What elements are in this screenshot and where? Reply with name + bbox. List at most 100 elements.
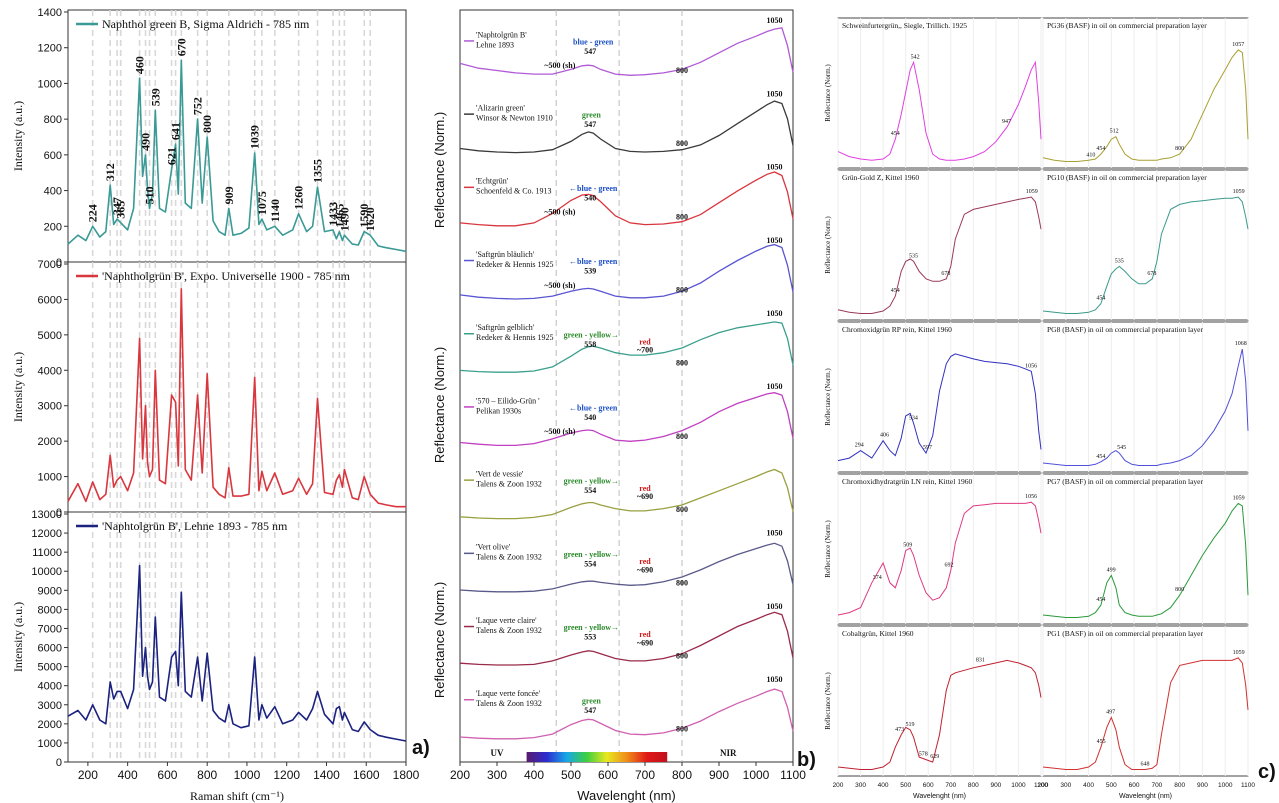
peak-label: 1433: [326, 202, 340, 226]
spectrum-source: Lehne 1893: [476, 40, 514, 49]
spectrum-annotation: 554: [584, 486, 596, 495]
peak-label: 670: [174, 38, 188, 56]
spectrum-name: '570 – Eilido-Grün ': [476, 396, 540, 405]
x-tick-label: 600: [923, 782, 934, 789]
spectrum-annotation: green - yellow→: [564, 330, 619, 339]
reflectance-line: [837, 659, 1042, 770]
y-tick-label: 5000: [38, 330, 62, 342]
y-tick-label: 1200: [38, 43, 62, 55]
y-tick-label: 1400: [38, 7, 62, 19]
x-tick-label: 700: [1151, 782, 1162, 789]
spectrum-annotation: blue - green: [573, 37, 614, 46]
peak-annotation: 454: [891, 288, 900, 294]
spectrum-annotation: green - yellow→: [564, 623, 619, 632]
peak-label: 641: [169, 122, 183, 140]
spectrum-name: 'Laque verte claire': [476, 616, 537, 625]
peak-label: 1075: [255, 191, 269, 215]
x-tick-label: 900: [709, 768, 729, 782]
peak-label: 752: [191, 97, 205, 115]
raman-series-line: [67, 59, 407, 253]
peak-annotation: 410: [1086, 152, 1095, 158]
peak-label: 539: [148, 88, 162, 106]
spectrum-annotation: 1050: [767, 675, 783, 684]
spectrum-name: 'Laque verte foncée': [476, 689, 541, 698]
subplot-frame: [67, 9, 407, 263]
peak-annotation: 374: [873, 575, 882, 581]
spectrum-source: Schoenfeld & Co. 1913: [476, 187, 552, 196]
subpanel-title: Chromoxidgrün RP rein, Kittel 1960: [842, 325, 952, 334]
subpanel-title: PG7 (BASF) in oil on commercial preparat…: [1047, 477, 1204, 486]
y-tick-label: 9000: [38, 585, 62, 597]
peak-label: 1039: [248, 125, 262, 149]
subpanel-frame: [837, 321, 1042, 473]
y-axis-label: Reflectance (Norm.): [824, 520, 832, 578]
x-tick-label: 900: [990, 782, 1001, 789]
spectrum-name: 'Naphtolgrün B': [476, 30, 527, 39]
y-axis-label: Reflectance (Norm.): [824, 64, 832, 122]
legend-label: Naphthol green B, Sigma Aldrich - 785 nm: [102, 17, 310, 31]
y-tick-label: 3000: [38, 700, 62, 712]
y-axis-label: Intensity (a.u.): [11, 602, 25, 672]
subpanel-frame: [1042, 473, 1249, 625]
spectrum-annotation: 800: [676, 578, 688, 587]
y-tick-label: 400: [44, 186, 62, 198]
y-axis-label: Reflectance (Norm.): [432, 112, 447, 228]
peak-annotation: 800: [1175, 587, 1184, 593]
x-tick-label: 700: [945, 782, 956, 789]
subpanel-frame: [1042, 17, 1249, 169]
y-tick-label: 8000: [38, 604, 62, 616]
peak-annotation: 455: [1097, 739, 1106, 745]
y-tick-label: 11000: [32, 547, 62, 559]
spectrum-annotation: 800: [676, 359, 688, 368]
spectrum-annotation: 800: [676, 432, 688, 441]
spectrum-source: Talens & Zoon 1932: [476, 699, 542, 708]
spectrum-annotation: 540: [584, 413, 596, 422]
peak-annotation: 512: [1110, 129, 1119, 135]
spectrum-annotation: green - yellow→: [564, 477, 619, 486]
reflectance-line: [837, 196, 1042, 314]
spectrum-annotation: 800: [676, 139, 688, 148]
peak-label: 460: [133, 56, 147, 74]
x-axis-label: Wavelenght (nm): [913, 793, 966, 800]
peak-annotation: 678: [1147, 271, 1156, 277]
spectrum-annotation: 800: [676, 212, 688, 221]
peak-annotation: 294: [855, 443, 864, 449]
reflectance-line: [837, 353, 1042, 462]
subpanel-frame: [837, 169, 1042, 321]
reflectance-line: [837, 60, 1042, 161]
peak-annotation: 597: [923, 445, 932, 451]
x-tick-label: 500: [561, 768, 581, 782]
spectrum-line: [459, 392, 794, 447]
peak-label: 1260: [292, 186, 306, 210]
x-tick-label: 300: [1060, 782, 1071, 789]
peak-annotation: 648: [1141, 762, 1150, 768]
spectrum-annotation: 1050: [767, 602, 783, 611]
y-tick-label: 4000: [38, 681, 62, 693]
peak-annotation: 800: [1175, 146, 1184, 152]
x-tick-label: 800: [1174, 782, 1185, 789]
spectrum-annotation: ~690: [637, 492, 653, 501]
x-tick-label: 200: [450, 768, 470, 782]
x-tick-label: 900: [1197, 782, 1208, 789]
spectrum-line: [459, 171, 794, 227]
peak-annotation: 1068: [1235, 341, 1247, 347]
peak-label: 347: [110, 197, 124, 215]
reflectance-spectrum-2: 'Echtgrün'Schoenfeld & Co. 1913 ←blue - g…: [459, 163, 794, 227]
peak-label: 800: [200, 115, 214, 133]
peak-annotation: 1056: [1025, 494, 1037, 500]
subpanel-title: PG36 (BASF) in oil on commercial prepara…: [1047, 21, 1207, 30]
spectrum-annotation: 800: [676, 286, 688, 295]
x-tick-label: 1000: [743, 768, 770, 782]
reflectance-line: [837, 501, 1042, 616]
spectrum-annotation: 800: [676, 652, 688, 661]
reflectance-spectrum-0: 'Naphtolgrün B'Lehne 1893 blue - green547…: [459, 16, 794, 76]
panel-c-reflectance-grid: Schweinfurtergrün,, Siegle, Trillich. 19…: [824, 17, 1276, 800]
y-tick-label: 600: [44, 150, 62, 162]
peak-label: 1590: [357, 204, 371, 228]
peak-annotation: 947: [1002, 119, 1011, 125]
spectrum-annotation: 540: [584, 193, 596, 202]
y-tick-label: 6000: [38, 294, 62, 306]
raman-subplot-1: 0 1000 2000 3000 4000 5000 6000 7000 'Naphtholgr…: [11, 259, 407, 519]
x-tick-label: 800: [672, 768, 692, 782]
spectrum-annotation: ←blue - green: [569, 257, 618, 266]
